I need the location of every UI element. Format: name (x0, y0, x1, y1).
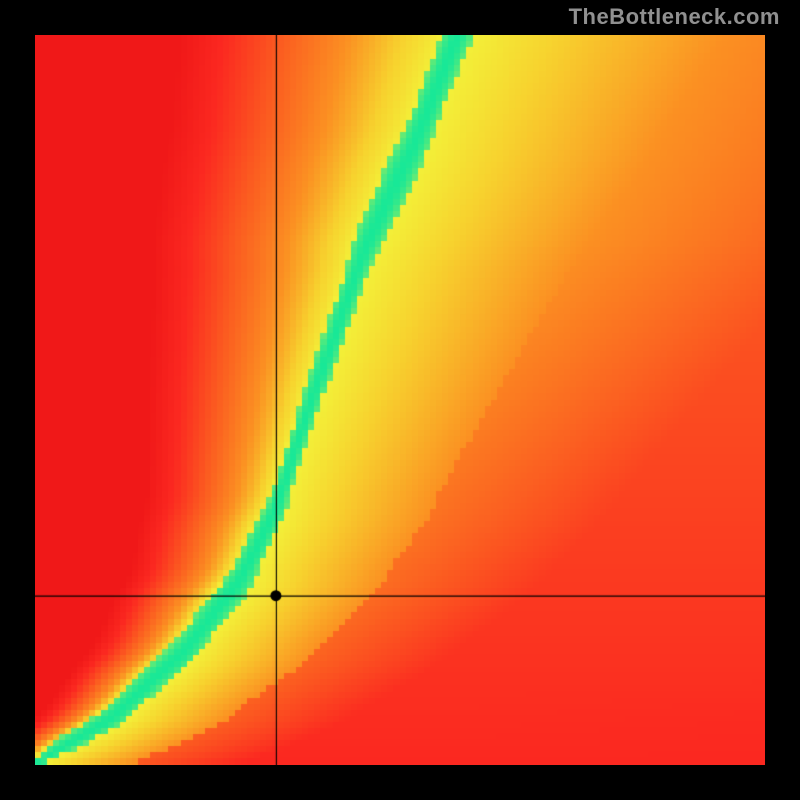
plot-area (35, 35, 765, 765)
watermark-text: TheBottleneck.com (569, 4, 780, 30)
heatmap-canvas (35, 35, 765, 765)
page-root: TheBottleneck.com (0, 0, 800, 800)
